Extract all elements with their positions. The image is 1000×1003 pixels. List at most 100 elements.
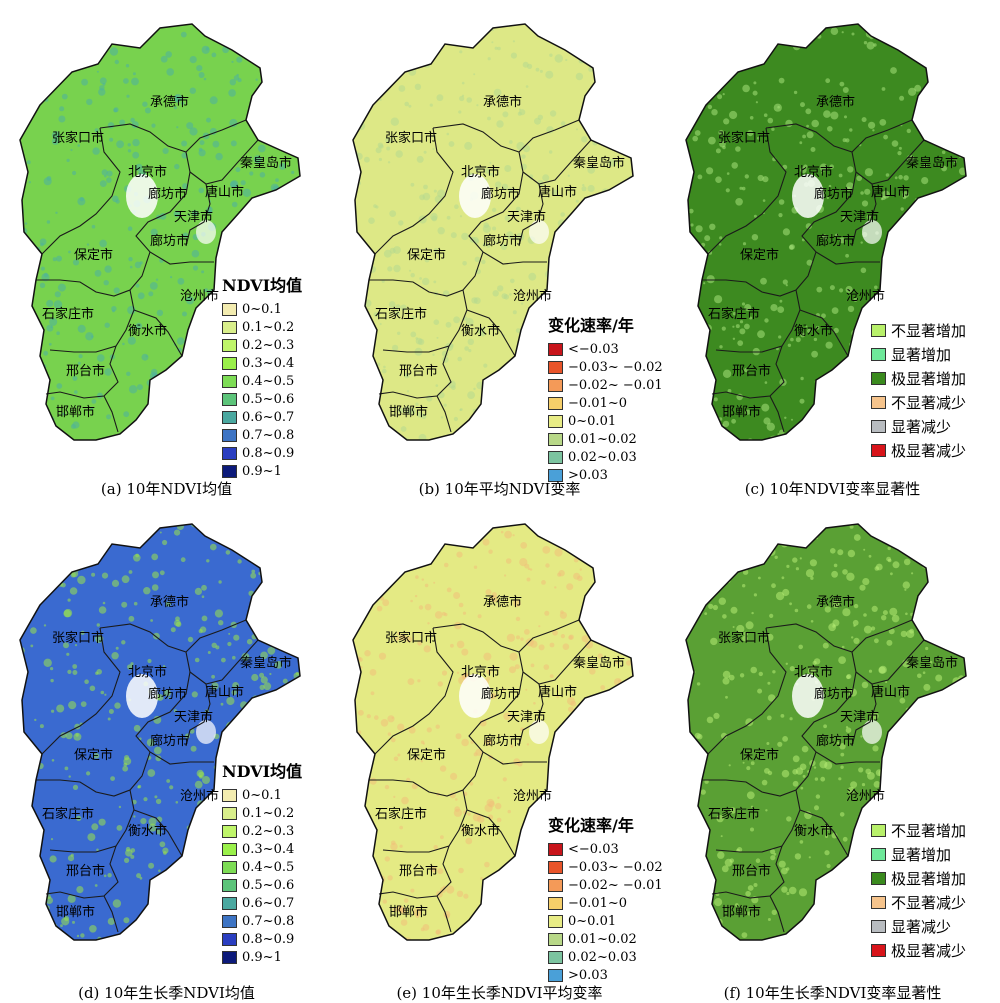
legend-swatch (222, 950, 237, 964)
legend-label: 不显著增加 (891, 821, 967, 840)
legend-panel-f: 不显著增加 显著增加 极显著增加 不显著减少 显著减少 极显著减少 (871, 818, 966, 962)
city-label: 石家庄市 (42, 806, 94, 822)
legend-swatch (871, 347, 886, 361)
legend-item: −0.03~ −0.02 (548, 358, 663, 376)
legend-swatch (222, 824, 237, 838)
legend-item: 0~0.01 (548, 912, 663, 930)
city-boundary (518, 139, 592, 185)
city-label: 秦皇岛市 (240, 655, 292, 671)
city-label: 廊坊市 (481, 186, 520, 202)
legend-item: 0.1~0.2 (222, 318, 302, 336)
legend-label: 0.4~0.5 (242, 373, 295, 389)
legend-swatch (222, 338, 237, 352)
city-boundary (185, 639, 259, 685)
legend-label: 0.01~0.02 (568, 931, 637, 947)
city-label: 廊坊市 (816, 733, 855, 749)
city-boundary (133, 309, 183, 357)
legend-label: 0.7~0.8 (242, 913, 295, 929)
city-label: 邢台市 (399, 863, 438, 879)
legend-swatch (222, 374, 237, 388)
legend-swatch (222, 932, 237, 946)
city-boundary (369, 251, 484, 297)
city-label: 唐山市 (205, 184, 244, 200)
legend-title: 变化速率/年 (548, 816, 634, 835)
legend-swatch (871, 943, 886, 957)
legend-item: 0.5~0.6 (222, 876, 302, 894)
province-outline (685, 23, 967, 441)
legend-swatch (222, 356, 237, 370)
city-label: 石家庄市 (375, 306, 427, 322)
legend-label: >0.03 (568, 467, 608, 483)
city-boundary (41, 127, 121, 255)
legend-item: 极显著减少 (871, 438, 966, 462)
legend-title: 变化速率/年 (548, 316, 634, 335)
legend-item: <−0.03 (548, 340, 663, 358)
city-label: 唐山市 (538, 684, 577, 700)
city-label: 衡水市 (461, 323, 500, 339)
legend-swatch (548, 360, 563, 374)
city-boundary (518, 639, 592, 685)
city-label: 沧州市 (180, 788, 219, 804)
city-label: 保定市 (407, 247, 446, 263)
province-fill (686, 24, 966, 440)
legend-label: 极显著减少 (891, 941, 967, 960)
legend-swatch (222, 842, 237, 856)
city-label: 秦皇岛市 (240, 155, 292, 171)
legend-swatch (871, 323, 886, 337)
legend-item: 极显著增加 (871, 366, 966, 390)
legend-swatch (548, 932, 563, 946)
legend-label: 0.02~0.03 (568, 949, 637, 965)
province-outline (19, 523, 301, 941)
legend-title: NDVI均值 (222, 762, 303, 781)
legend-item: 0~0.01 (548, 412, 663, 430)
city-label: 保定市 (74, 747, 113, 763)
legend-label: 0~0.1 (242, 301, 282, 317)
legend-panel-c: 不显著增加 显著增加 极显著增加 不显著减少 显著减少 极显著减少 (871, 318, 966, 462)
legend-item: −0.01~0 (548, 394, 663, 412)
city-label: 唐山市 (538, 184, 577, 200)
legend-label: 0.9~1 (242, 949, 282, 965)
city-boundary (801, 671, 880, 765)
city-label: 承德市 (150, 94, 189, 110)
legend-swatch (222, 860, 237, 874)
city-label: 廊坊市 (148, 186, 187, 202)
legend-label: −0.03~ −0.02 (568, 859, 663, 875)
city-boundary (369, 751, 484, 797)
city-boundary (41, 627, 121, 755)
city-label: 张家口市 (52, 130, 104, 146)
city-label: 邯郸市 (56, 904, 95, 920)
legend-swatch (222, 392, 237, 406)
city-label: 张家口市 (52, 630, 104, 646)
city-label: 邯郸市 (722, 404, 761, 420)
legend-label: 0.2~0.3 (242, 337, 295, 353)
city-boundary (135, 171, 214, 265)
province-fill (353, 524, 633, 940)
legend-item: 0.02~0.03 (548, 448, 663, 466)
legend-item: 不显著减少 (871, 890, 966, 914)
legend-swatch (871, 895, 886, 909)
city-label: 唐山市 (871, 184, 910, 200)
city-label: 廊坊市 (481, 686, 520, 702)
city-boundary (135, 671, 214, 765)
city-label: 张家口市 (718, 130, 770, 146)
city-label: 秦皇岛市 (906, 155, 958, 171)
caption-panel-c: (c) 10年NDVI变率显著性 (744, 480, 921, 498)
city-boundary (851, 639, 925, 685)
legend-label: 0.1~0.2 (242, 805, 295, 821)
legend-item: 0.9~1 (222, 948, 302, 966)
city-label: 承德市 (816, 94, 855, 110)
legend-swatch (222, 302, 237, 316)
legend-label: 极显著减少 (891, 441, 967, 460)
city-label: 承德市 (816, 594, 855, 610)
legend-swatch (222, 806, 237, 820)
legend-item: >0.03 (548, 466, 663, 484)
legend-swatch (548, 842, 563, 856)
city-label: 廊坊市 (816, 233, 855, 249)
city-label: 天津市 (840, 709, 879, 725)
legend-swatch (548, 450, 563, 464)
legend-swatch (222, 428, 237, 442)
city-label: 邢台市 (399, 363, 438, 379)
legend-swatch (222, 914, 237, 928)
legend-item: 显著增加 (871, 342, 966, 366)
